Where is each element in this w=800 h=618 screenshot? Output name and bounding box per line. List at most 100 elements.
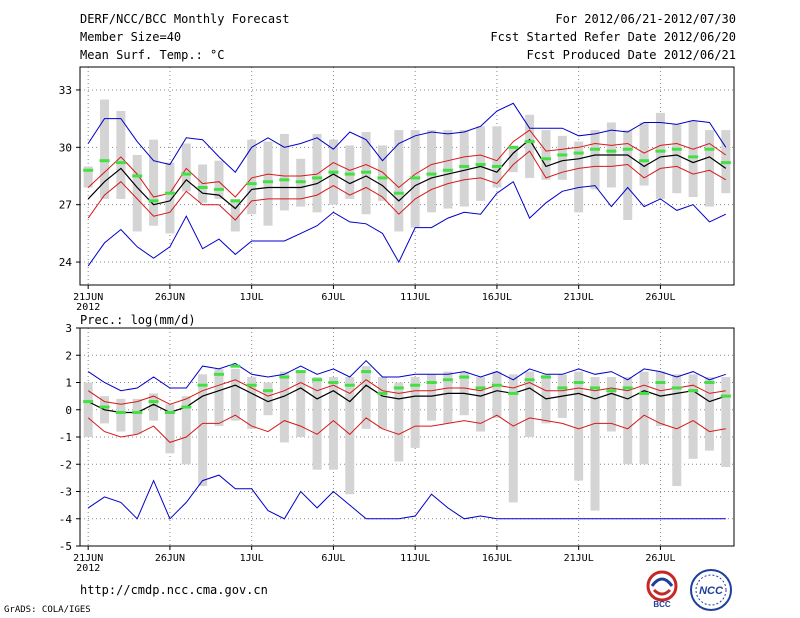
green-marker	[557, 153, 568, 157]
year-label: 2012	[76, 563, 100, 574]
green-marker	[475, 386, 486, 390]
y-tick-label: 3	[65, 322, 72, 335]
green-marker	[164, 410, 175, 414]
green-marker	[246, 383, 257, 387]
x-tick-label: 26JUL	[645, 553, 675, 564]
fcst-produced-label: Fcst Produced Date 2012/06/21	[526, 48, 736, 62]
ensemble-box	[410, 377, 420, 448]
ensemble-box	[181, 143, 191, 192]
chart-title: DERF/NCC/BCC Monthly Forecast	[80, 12, 290, 26]
ensemble-box	[181, 396, 191, 465]
green-marker	[115, 410, 126, 414]
y-tick-label: 27	[59, 199, 72, 212]
ensemble-box	[606, 377, 616, 432]
ensemble-box	[116, 110, 126, 199]
x-tick-label: 26JUN	[155, 292, 185, 303]
green-marker	[361, 370, 372, 374]
ensemble-box	[377, 377, 387, 429]
green-marker	[442, 378, 453, 382]
green-marker	[655, 149, 666, 153]
ensemble-box	[672, 374, 682, 487]
precip-variable-label: Prec.: log(mm/d)	[80, 313, 196, 327]
ensemble-box	[492, 126, 502, 188]
green-marker	[83, 168, 94, 172]
green-marker	[508, 145, 519, 149]
ncc-logo: NCC	[690, 569, 732, 611]
min-line	[87, 180, 727, 267]
ensemble-box	[83, 166, 93, 188]
green-marker	[606, 149, 617, 153]
x-tick-label: 21JUL	[564, 292, 594, 303]
green-marker	[181, 405, 192, 409]
green-marker	[344, 172, 355, 176]
precipitation-panel: -5 -4 -3 -2 -1 0 1 2 3 21JUN 26JUN 1JUL 6JUL 11JUL 16J…	[59, 313, 735, 574]
green-marker	[491, 383, 502, 387]
green-marker	[573, 151, 584, 155]
ensemble-box	[672, 124, 682, 194]
ensemble-box	[557, 135, 567, 180]
ensemble-box	[263, 141, 273, 226]
y-tick-label: 1	[65, 377, 72, 390]
x-tick-label: 16JUL	[482, 553, 512, 564]
green-marker	[704, 381, 715, 384]
green-marker	[606, 389, 617, 393]
temp-variable-label: Mean Surf. Temp.: °C	[80, 48, 225, 62]
green-marker	[263, 389, 274, 393]
green-marker	[132, 174, 143, 178]
x-tick-label: 1JUL	[240, 553, 264, 564]
ensemble-box	[508, 374, 518, 503]
lower-line	[87, 414, 726, 443]
green-marker	[671, 386, 682, 390]
plot-frame	[79, 66, 735, 286]
member-size-label: Member Size=40	[80, 30, 182, 44]
green-marker	[132, 410, 143, 414]
green-marker	[213, 372, 224, 376]
ensemble-mean-line	[87, 384, 726, 414]
ensemble-box	[214, 368, 224, 427]
bcc-logo: BCC	[646, 570, 678, 609]
x-tick-label: 21JUL	[564, 553, 594, 564]
ensemble-box	[312, 133, 322, 213]
ensemble-box	[214, 160, 224, 199]
x-tick-label: 1JUL	[240, 292, 264, 303]
green-marker	[704, 147, 715, 151]
green-marker	[688, 389, 699, 393]
green-marker	[344, 383, 355, 387]
green-marker	[459, 375, 470, 379]
ensemble-box	[394, 130, 404, 232]
green-marker	[230, 199, 241, 203]
ensemble-box	[492, 371, 502, 418]
green-marker	[410, 383, 421, 387]
ensemble-box	[623, 130, 633, 220]
source-url[interactable]: http://cmdp.ncc.cma.gov.cn	[80, 583, 268, 597]
ncc-logo-text: NCC	[699, 585, 724, 597]
green-marker	[590, 386, 601, 390]
y-tick-label: -3	[59, 486, 72, 499]
green-marker	[361, 170, 372, 174]
green-marker	[475, 163, 486, 167]
green-marker	[720, 161, 731, 165]
green-marker	[573, 381, 584, 384]
ensemble-box	[704, 377, 714, 451]
ensemble-box	[639, 371, 649, 465]
green-marker	[442, 168, 453, 172]
green-marker	[393, 386, 404, 390]
ensemble-box	[394, 382, 404, 462]
green-marker	[312, 176, 323, 180]
y-tick-label: 33	[59, 84, 72, 97]
x-tick-label: 26JUL	[645, 292, 675, 303]
green-marker	[377, 176, 388, 180]
green-marker	[508, 391, 519, 395]
x-tick-label: 11JUL	[400, 292, 430, 303]
ensemble-box	[100, 99, 110, 199]
ensemble-box	[590, 377, 600, 511]
x-tick-label: 21JUN	[73, 553, 103, 564]
ensemble-box	[476, 377, 486, 432]
x-tick-label: 11JUL	[400, 553, 430, 564]
green-marker	[720, 394, 731, 398]
ensemble-box	[623, 377, 633, 465]
ensemble-box	[247, 377, 257, 429]
ensemble-box	[525, 114, 535, 178]
ensemble-box	[688, 374, 698, 459]
green-marker	[524, 140, 535, 144]
